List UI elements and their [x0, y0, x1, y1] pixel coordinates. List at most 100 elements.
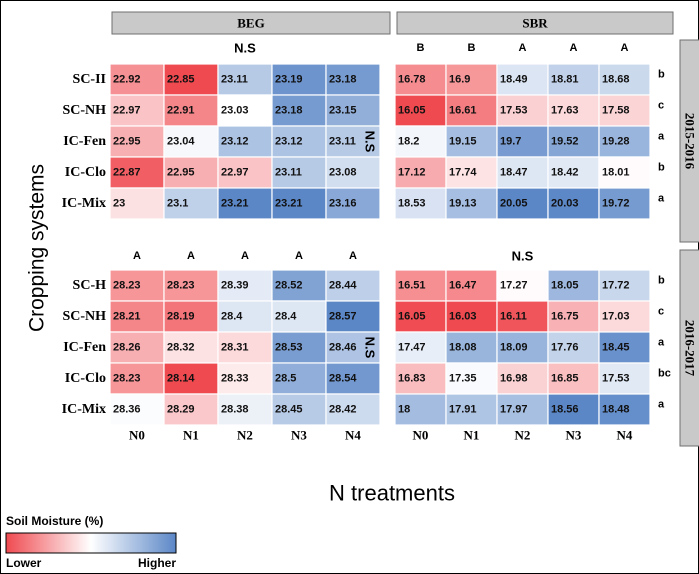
cell-value-label: 19.28: [602, 136, 630, 148]
facet-header-label: BEG: [237, 16, 264, 31]
cell-value-label: 23.18: [275, 105, 303, 117]
cell-value-label: 23.12: [275, 136, 303, 148]
side-significance-label: N.S: [363, 131, 378, 153]
significance-label: B: [417, 42, 425, 54]
heatmap-cell: [394, 362, 447, 395]
facet-header-beg: [111, 11, 391, 35]
cell-value-label: 16.61: [449, 105, 477, 117]
heatmap-cell: [547, 187, 600, 220]
cell-value-label: 23.21: [221, 198, 249, 210]
cell-value-label: 18: [398, 404, 410, 416]
heatmap-cell: [271, 63, 327, 96]
facet-row-label: 2015-2016: [683, 113, 698, 170]
heatmap-cell: [496, 300, 549, 333]
heatmap-cell: [496, 187, 549, 220]
cell-value-label: 23.08: [329, 167, 357, 179]
significance-label: N.S: [234, 41, 256, 56]
cell-value-label: 16.05: [398, 105, 426, 117]
facet-header-sbr: [396, 11, 674, 35]
cell-value-label: 18.45: [602, 342, 630, 354]
heatmap-cell: [496, 94, 549, 127]
cell-value-label: 16.47: [449, 280, 477, 292]
cell-value-label: 18.47: [500, 167, 528, 179]
legend-low-label: Lower: [6, 556, 42, 570]
heatmap-cell: [394, 187, 447, 220]
cell-value-label: 18.48: [602, 404, 630, 416]
facet-row-strip: [679, 39, 699, 243]
heatmap-cell: [598, 331, 651, 364]
cell-value-label: 17.03: [602, 311, 630, 323]
heatmap-cell: [394, 331, 447, 364]
cell-value-label: 18.08: [449, 342, 477, 354]
x-tick-label: N4: [345, 428, 361, 443]
heatmap-cell: [598, 156, 651, 189]
heatmap-cell: [217, 331, 273, 364]
row-significance-letter: a: [658, 193, 665, 205]
facet-row-label: 2016-2017: [683, 320, 698, 377]
cell-value-label: 18.05: [551, 280, 579, 292]
row-significance-letter: c: [658, 100, 664, 112]
significance-label: A: [621, 42, 629, 54]
cell-value-label: 17.53: [500, 105, 528, 117]
cell-value-label: 18.68: [602, 74, 630, 86]
cell-value-label: 16.83: [398, 373, 426, 385]
cell-value-label: 28.23: [113, 280, 141, 292]
cell-value-label: 28.44: [329, 280, 357, 292]
significance-label: A: [570, 42, 578, 54]
cell-value-label: 28.54: [329, 373, 357, 385]
row-significance-letter: a: [658, 399, 665, 411]
cell-value-label: 18.42: [551, 167, 579, 179]
heatmap-cell: [217, 187, 273, 220]
cell-value-label: 16.98: [500, 373, 528, 385]
cell-value-label: 28.52: [275, 280, 303, 292]
heatmap-cell: [394, 393, 447, 426]
legend-title: Soil Moisture (%): [6, 514, 103, 528]
row-significance-letter: c: [658, 306, 664, 318]
row-label: IC-Mix: [62, 402, 106, 417]
heatmap-cell: [163, 269, 219, 302]
cell-value-label: 16.11: [500, 311, 527, 323]
cell-value-label: 23.03: [221, 105, 249, 117]
heatmap-cell: [394, 63, 447, 96]
cell-value-label: 17.47: [398, 342, 426, 354]
side-significance-label: N.S: [363, 337, 378, 359]
cell-value-label: 28.57: [329, 311, 357, 323]
significance-label: A: [133, 250, 141, 262]
heatmap-cell: [163, 156, 219, 189]
heatmap-cell: [109, 269, 165, 302]
cell-value-label: 23: [113, 198, 125, 210]
heatmap-cell: [163, 187, 219, 220]
heatmap-cell: [598, 269, 651, 302]
x-tick-label: N3: [291, 428, 307, 443]
cell-value-label: 19.72: [602, 198, 630, 210]
row-label: IC-Mix: [62, 196, 106, 211]
heatmap-cell: [445, 156, 498, 189]
cell-value-label: 17.12: [398, 167, 426, 179]
cell-value-label: 18.01: [602, 167, 630, 179]
cell-value-label: 19.7: [500, 136, 521, 148]
x-tick-label: N4: [617, 428, 633, 443]
cell-value-label: 22.91: [167, 105, 195, 117]
heatmap-cell: [325, 393, 381, 426]
cell-value-label: 17.74: [449, 167, 477, 179]
x-axis-title: N treatments: [329, 481, 455, 506]
cell-value-label: 19.52: [551, 136, 579, 148]
heatmap-cell: [163, 393, 219, 426]
cell-value-label: 16.03: [449, 311, 477, 323]
cell-value-label: 19.15: [449, 136, 477, 148]
cell-value-label: 23.15: [329, 105, 357, 117]
heatmap-cell: [325, 300, 381, 333]
cell-value-label: 28.46: [329, 342, 357, 354]
facet-header-label: SBR: [522, 16, 548, 31]
cell-value-label: 17.72: [602, 280, 630, 292]
cell-value-label: 23.21: [275, 198, 303, 210]
significance-label: A: [241, 250, 249, 262]
cell-value-label: 16.85: [551, 373, 579, 385]
cell-value-label: 28.33: [221, 373, 249, 385]
heatmap-cell: [496, 393, 549, 426]
cell-value-label: 28.29: [167, 404, 195, 416]
x-tick-label: N2: [237, 428, 253, 443]
heatmap-cell: [109, 156, 165, 189]
heatmap-cell: [163, 125, 219, 158]
